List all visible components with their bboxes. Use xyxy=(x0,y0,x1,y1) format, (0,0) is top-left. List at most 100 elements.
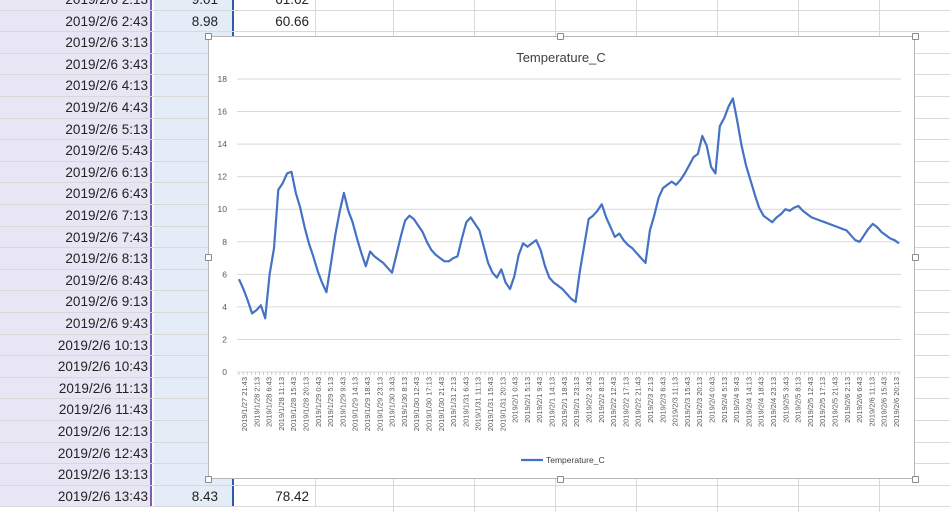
x-tick-label: 2019/2/4 5:13 xyxy=(720,377,729,423)
x-tick-label: 2019/1/29 0:43 xyxy=(314,377,323,427)
cell-timestamp[interactable]: 2019/2/6 3:13 xyxy=(0,32,152,53)
y-tick-label: 10 xyxy=(218,204,228,214)
cell-temperature[interactable]: 9.01 xyxy=(154,0,234,10)
cell-timestamp[interactable]: 2019/2/6 11:13 xyxy=(0,377,152,399)
x-tick-label: 2019/1/30 12:43 xyxy=(412,377,421,431)
cell-timestamp[interactable]: 2019/2/6 4:43 xyxy=(0,97,152,118)
cell-timestamp[interactable]: 2019/2/6 9:13 xyxy=(0,291,152,312)
table-row: 2019/2/6 13:13 xyxy=(0,464,950,486)
cell-timestamp[interactable]: 2019/2/6 2:13 xyxy=(0,0,152,10)
x-tick-label: 2019/1/28 15:43 xyxy=(289,377,298,431)
resize-handle[interactable] xyxy=(205,254,212,261)
cell-timestamp[interactable]: 2019/2/6 7:43 xyxy=(0,226,152,248)
x-tick-label: 2019/2/2 3:43 xyxy=(585,377,594,423)
x-tick-label: 2019/2/4 14:13 xyxy=(744,377,753,427)
cell-timestamp[interactable]: 2019/2/6 13:13 xyxy=(0,464,152,485)
y-tick-label: 18 xyxy=(218,74,228,84)
y-tick-label: 14 xyxy=(218,139,228,149)
cell-timestamp[interactable]: 2019/2/6 6:43 xyxy=(0,183,152,204)
x-tick-label: 2019/2/1 23:13 xyxy=(572,377,581,427)
cell-timestamp[interactable]: 2019/2/6 7:13 xyxy=(0,205,152,226)
table-row: 2019/2/6 2:43 8.98 60.66 xyxy=(0,10,950,33)
x-tick-label: 2019/2/6 11:13 xyxy=(867,377,876,427)
resize-handle[interactable] xyxy=(912,254,919,261)
x-tick-label: 2019/1/29 5:13 xyxy=(326,377,335,427)
cell-timestamp[interactable]: 2019/2/6 8:43 xyxy=(0,269,152,291)
cell-timestamp[interactable]: 2019/2/6 12:43 xyxy=(0,442,152,464)
cell-timestamp[interactable]: 2019/2/6 5:43 xyxy=(0,140,152,161)
x-tick-label: 2019/2/5 17:13 xyxy=(818,377,827,427)
x-tick-label: 2019/1/31 15:43 xyxy=(486,377,495,431)
x-tick-label: 2019/2/3 20:13 xyxy=(695,377,704,427)
cell-timestamp[interactable]: 2019/2/6 9:43 xyxy=(0,313,152,334)
resize-handle[interactable] xyxy=(205,33,212,40)
x-tick-label: 2019/2/6 2:13 xyxy=(843,377,852,423)
x-tick-label: 2019/1/28 6:43 xyxy=(265,377,274,427)
resize-handle[interactable] xyxy=(205,476,212,483)
x-tick-label: 2019/2/6 20:13 xyxy=(892,377,901,427)
x-tick-label: 2019/1/28 11:13 xyxy=(277,377,286,431)
x-tick-label: 2019/2/4 18:43 xyxy=(757,377,766,427)
table-row: 2019/2/6 13:43 8.43 78.42 xyxy=(0,485,950,508)
chart-container[interactable]: Temperature_C 0 2 4 6 8 10 12 14 16 18 2019/1/27 … xyxy=(208,36,915,479)
x-tick-label: 2019/2/4 23:13 xyxy=(769,377,778,427)
cell-timestamp[interactable]: 2019/2/6 8:13 xyxy=(0,248,152,269)
x-tick-label: 2019/2/1 5:13 xyxy=(523,377,532,423)
cell-humidity[interactable]: 78.42 xyxy=(236,485,316,507)
x-tick-label: 2019/1/28 20:13 xyxy=(302,377,311,431)
cell-timestamp[interactable]: 2019/2/6 10:43 xyxy=(0,356,152,377)
x-tick-label: 2019/1/29 23:13 xyxy=(375,377,384,431)
y-tick-label: 8 xyxy=(222,237,227,247)
x-tick-label: 2019/1/31 2:13 xyxy=(449,377,458,427)
resize-handle[interactable] xyxy=(912,33,919,40)
x-tick-label: 2019/1/30 17:13 xyxy=(425,377,434,431)
cell-timestamp[interactable]: 2019/2/6 13:43 xyxy=(0,485,152,507)
x-tick-label: 2019/1/30 3:43 xyxy=(388,377,397,427)
x-tick-label: 2019/2/5 8:13 xyxy=(794,377,803,423)
x-tick-label: 2019/1/31 11:13 xyxy=(474,377,483,431)
cell-timestamp[interactable]: 2019/2/6 2:43 xyxy=(0,10,152,32)
x-tick-label: 2019/2/2 17:13 xyxy=(621,377,630,427)
cell-timestamp[interactable]: 2019/2/6 10:13 xyxy=(0,334,152,356)
cell-timestamp[interactable]: 2019/2/6 5:13 xyxy=(0,118,152,140)
cell-timestamp[interactable]: 2019/2/6 12:13 xyxy=(0,421,152,442)
x-tick-label: 2019/2/3 6:43 xyxy=(658,377,667,423)
cell-humidity[interactable]: 61.62 xyxy=(236,0,316,10)
x-tick-label: 2019/2/4 0:43 xyxy=(708,377,717,423)
x-tick-label: 2019/2/6 6:43 xyxy=(855,377,864,423)
x-tick-label: 2019/2/2 8:13 xyxy=(597,377,606,423)
cell-humidity[interactable]: 60.66 xyxy=(236,10,316,32)
x-tick-label: 2019/2/2 12:43 xyxy=(609,377,618,427)
cell-temperature[interactable]: 8.43 xyxy=(154,485,234,507)
x-tick-label: 2019/2/6 15:43 xyxy=(880,377,889,427)
x-tick-label: 2019/2/5 21:43 xyxy=(831,377,840,427)
y-tick-label: 4 xyxy=(222,302,227,312)
x-tick-label: 2019/2/4 9:43 xyxy=(732,377,741,423)
x-tick-label: 2019/2/3 11:13 xyxy=(671,377,680,427)
x-tick-label: 2019/2/1 14:13 xyxy=(548,377,557,427)
x-tick-label: 2019/2/5 12:43 xyxy=(806,377,815,427)
legend: Temperature_C xyxy=(521,455,605,465)
cell-temperature[interactable]: 8.98 xyxy=(154,10,234,32)
cell-timestamp[interactable]: 2019/2/6 3:43 xyxy=(0,53,152,75)
x-tick-label: 2019/1/31 6:43 xyxy=(461,377,470,427)
x-tick-label: 2019/2/3 2:13 xyxy=(646,377,655,423)
x-tick-label: 2019/2/5 3:43 xyxy=(781,377,790,423)
y-tick-label: 0 xyxy=(222,367,227,377)
resize-handle[interactable] xyxy=(912,476,919,483)
table-row: 2019/2/6 2:139.0161.62 xyxy=(0,0,950,11)
x-tick-label: 2019/2/1 0:43 xyxy=(511,377,520,423)
line-chart: Temperature_C 0 2 4 6 8 10 12 14 16 18 2019/1/27 … xyxy=(218,50,901,465)
table-row: 2019/2/6 6:13 xyxy=(0,161,950,184)
cell-timestamp[interactable]: 2019/2/6 4:13 xyxy=(0,75,152,96)
resize-handle[interactable] xyxy=(557,33,564,40)
series-line-temperature xyxy=(237,97,900,320)
cell-timestamp[interactable]: 2019/2/6 11:43 xyxy=(0,399,152,420)
cell-timestamp[interactable]: 2019/2/6 6:13 xyxy=(0,161,152,183)
x-tick-label: 2019/1/31 20:13 xyxy=(498,377,507,431)
resize-handle[interactable] xyxy=(557,476,564,483)
x-tick-label: 2019/1/29 9:43 xyxy=(338,377,347,427)
x-tick-label: 2019/1/30 8:13 xyxy=(400,377,409,427)
y-tick-label: 16 xyxy=(218,107,228,117)
